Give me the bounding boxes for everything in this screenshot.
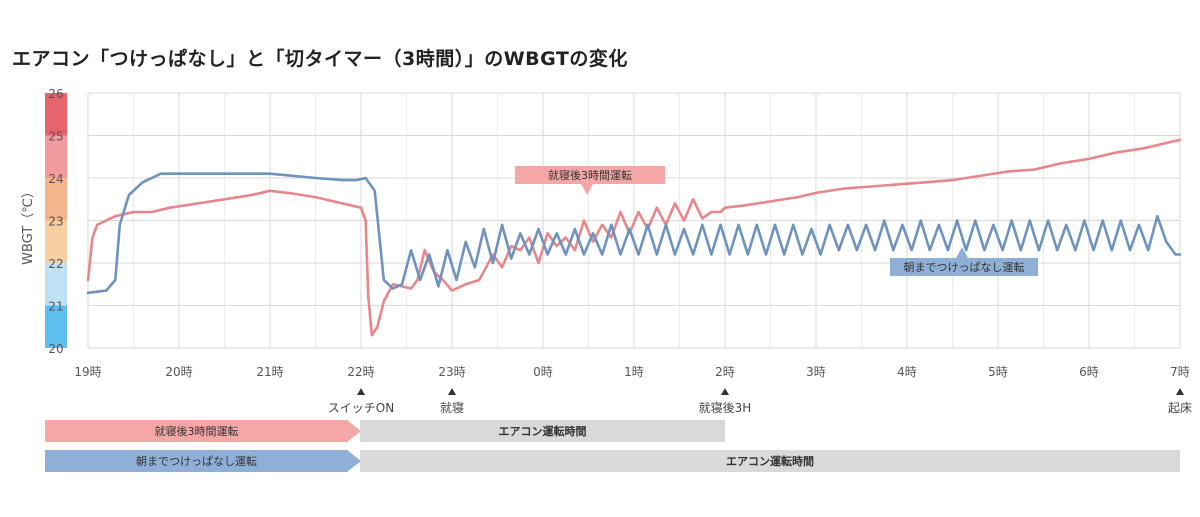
y-axis-color-scale	[45, 93, 67, 348]
annotation-timer: 就寝後3時間運転	[515, 166, 665, 195]
event-marker-label: 就寝後3H	[699, 400, 752, 415]
event-markers: スイッチON 就寝 就寝後3H 起床	[328, 388, 1192, 415]
x-tick-label: 21時	[256, 365, 283, 379]
x-tick-label: 5時	[988, 365, 1008, 379]
x-tick-labels: 19時 20時 21時 22時 23時 0時 1時 2時 3時 4時 5時 6時 7時	[74, 365, 1189, 379]
series-continuous-line	[86, 172, 1182, 295]
annotation-pointer	[581, 184, 593, 195]
y-tick-label: 23	[48, 215, 63, 229]
annotation-box	[890, 258, 1038, 276]
y-tick-label: 25	[48, 130, 63, 144]
x-tick-label: 1時	[624, 365, 644, 379]
scale-band	[45, 93, 67, 136]
scale-band	[45, 220, 67, 263]
y-tick-label: 21	[48, 300, 63, 314]
scale-band	[45, 135, 67, 178]
x-tick-label: 2時	[715, 365, 735, 379]
event-marker-label: スイッチON	[328, 401, 394, 415]
event-marker-triangle	[721, 388, 729, 395]
x-tick-label: 23時	[438, 365, 465, 379]
event-marker-label: 就寝	[440, 400, 464, 415]
x-tick-label: 4時	[897, 365, 917, 379]
annotation-label: 就寝後3時間運転	[548, 168, 632, 182]
event-marker-label: 起床	[1168, 401, 1192, 415]
chart-title: エアコン「つけっぱなし」と「切タイマー（3時間）」のWBGTの変化	[12, 48, 628, 70]
series-layer	[86, 138, 1182, 337]
y-tick-labels: 20 21 22 23 24 25 26	[48, 87, 63, 356]
scale-band	[45, 305, 67, 348]
annotation-continuous: 朝までつけっぱなし運転	[890, 247, 1038, 276]
annotation-box	[515, 166, 665, 184]
x-tick-label: 3時	[806, 365, 826, 379]
y-tick-label: 26	[48, 87, 63, 101]
x-tick-label: 0時	[533, 365, 553, 379]
x-tick-label: 20時	[165, 365, 192, 379]
scale-band	[45, 263, 67, 306]
event-marker-triangle	[357, 388, 365, 395]
y-tick-label: 22	[48, 257, 63, 271]
y-axis-label: WBGT（℃）	[21, 185, 36, 265]
x-tick-label: 19時	[74, 365, 101, 379]
scale-band	[45, 178, 67, 221]
annotation-label: 朝までつけっぱなし運転	[904, 261, 1025, 274]
y-tick-label: 24	[48, 172, 63, 186]
annotation-pointer	[956, 247, 968, 258]
series-timer-line	[86, 138, 1182, 337]
event-marker-triangle	[1176, 388, 1184, 395]
y-tick-label: 20	[48, 342, 63, 356]
x-tick-label: 22時	[347, 365, 374, 379]
event-marker-triangle	[448, 388, 456, 395]
x-tick-label: 6時	[1079, 365, 1099, 379]
x-tick-label: 7時	[1170, 365, 1190, 379]
